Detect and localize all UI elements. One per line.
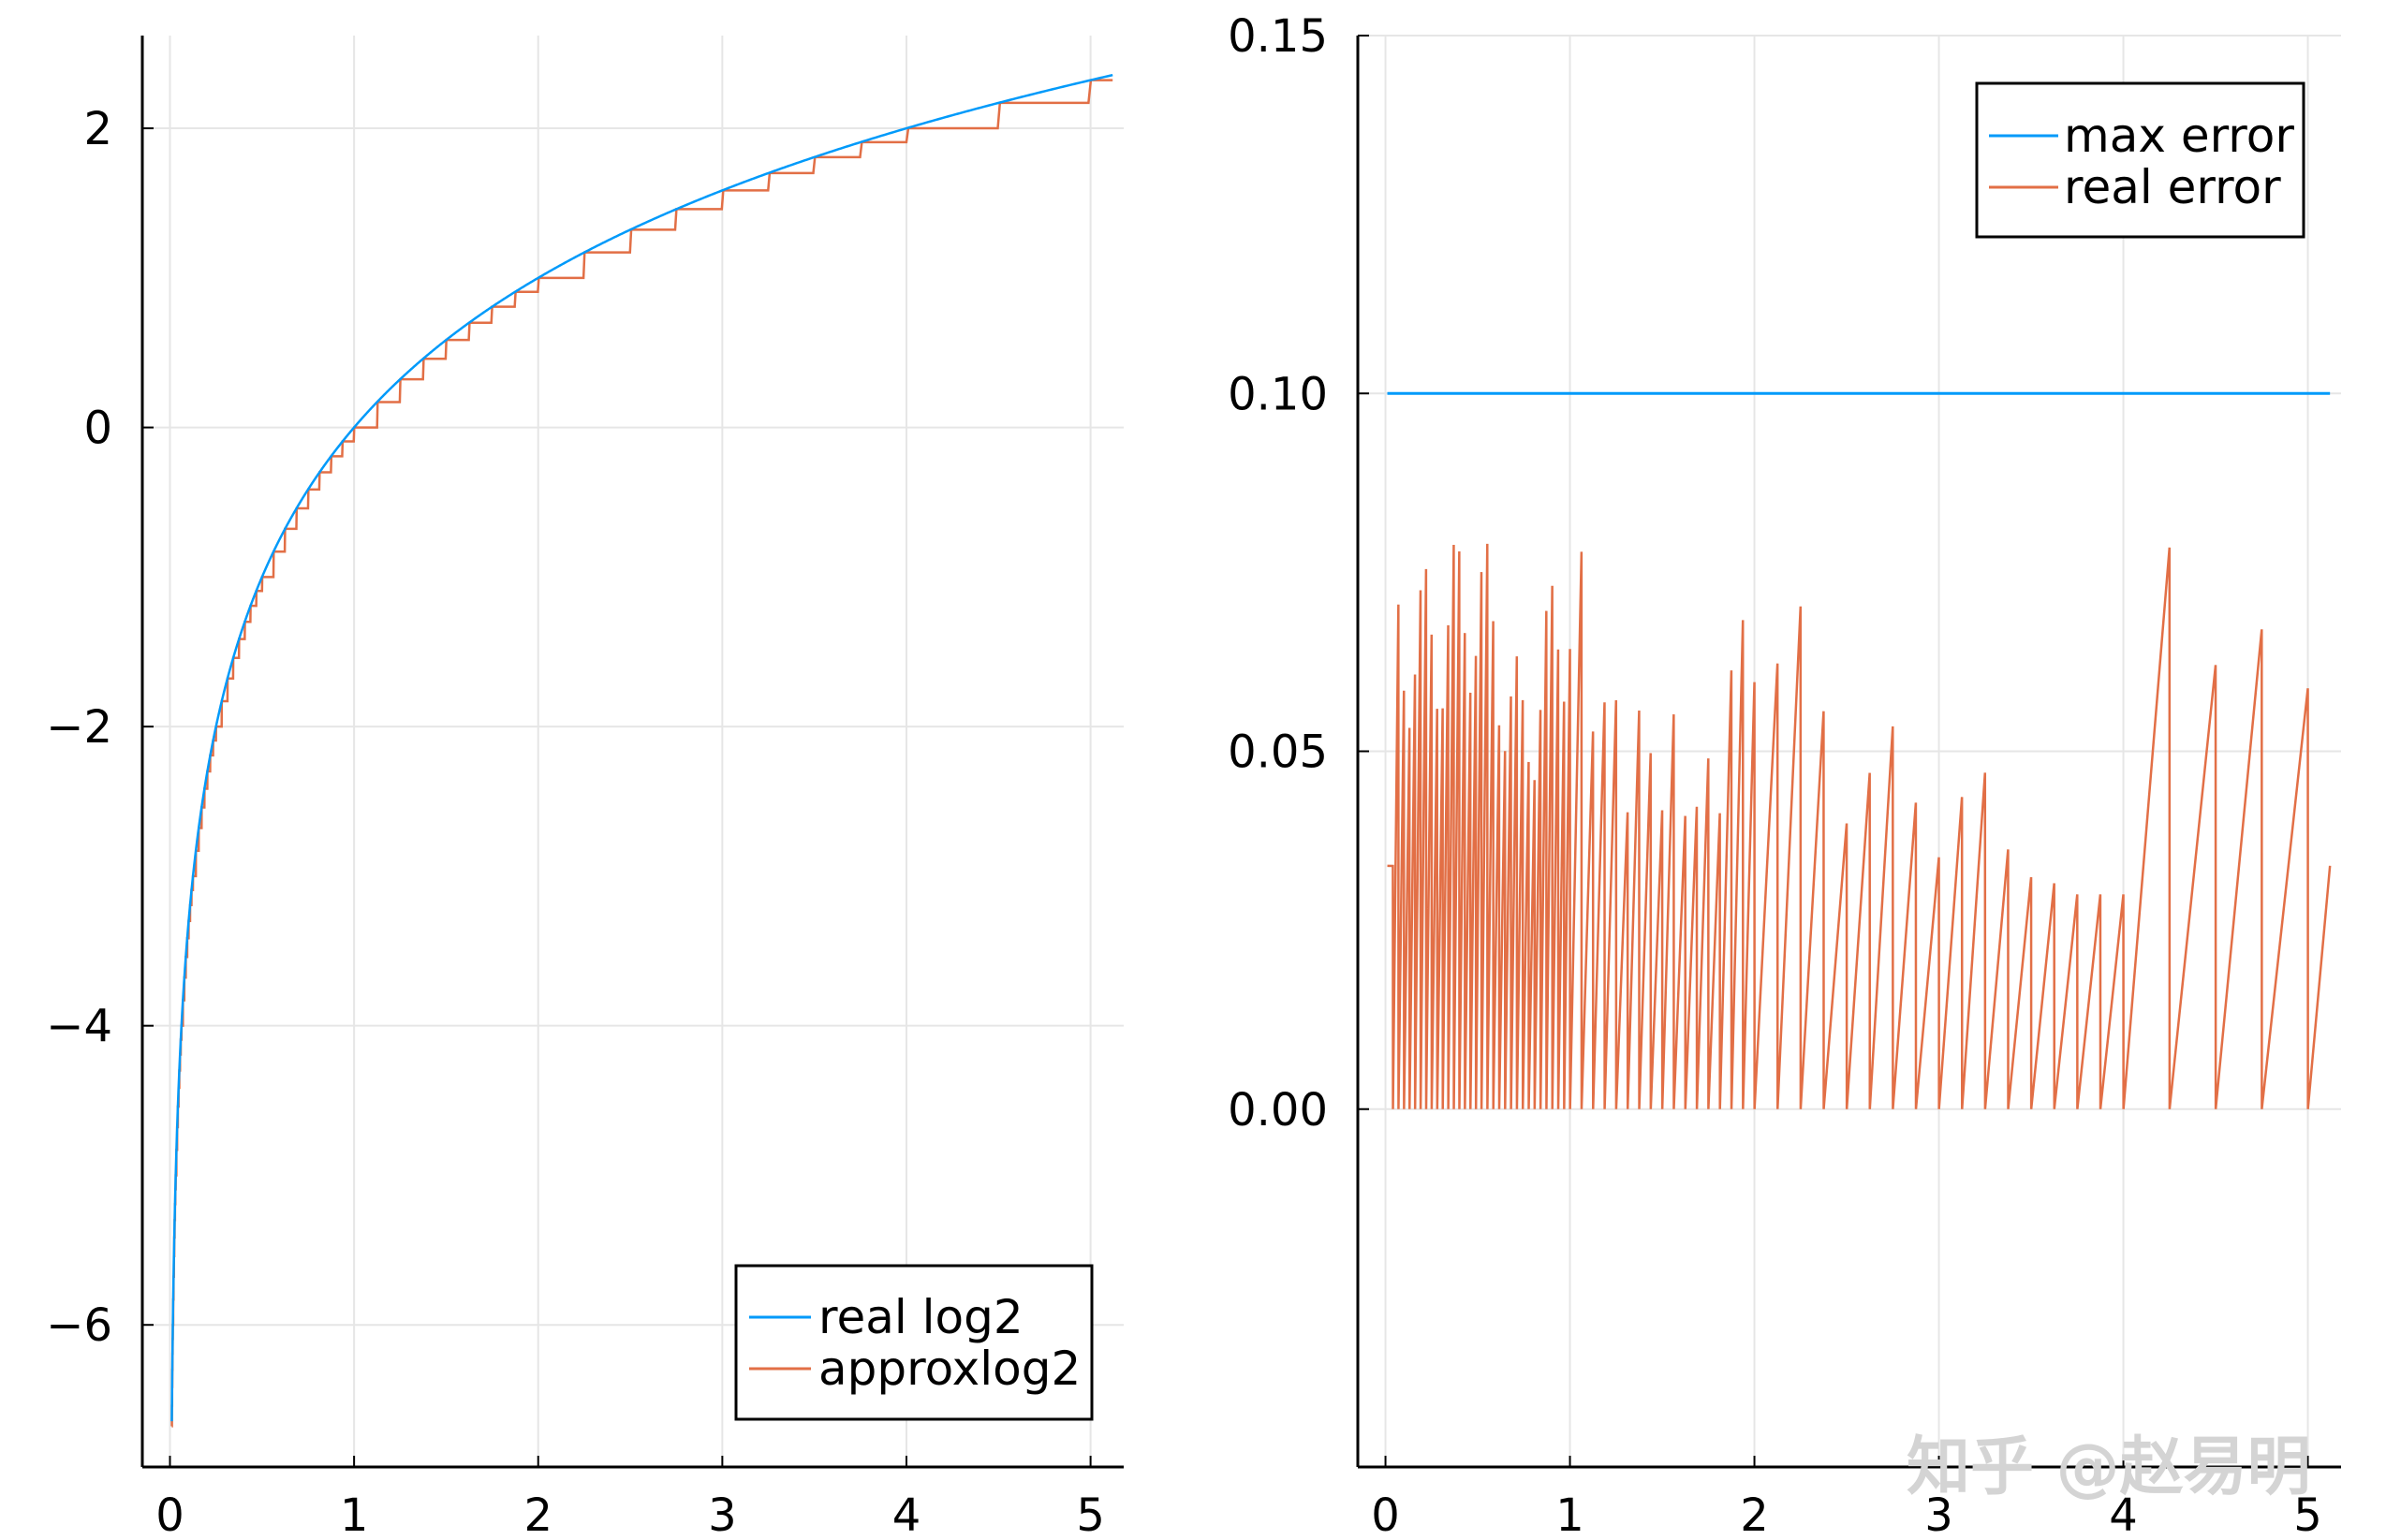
legend-label-approxlog2: approxlog2 (818, 1342, 1081, 1396)
left-xtick-label: 0 (155, 1489, 184, 1540)
left-legend: real log2 approxlog2 (734, 1264, 1094, 1421)
left-axes (140, 36, 1124, 1469)
right-xtick-label: 5 (2293, 1489, 2322, 1540)
right-series (1387, 391, 2332, 1109)
left-xtick-label: 1 (340, 1489, 369, 1540)
right-xtick-label: 0 (1371, 1489, 1400, 1540)
chart-error: 0 1 2 3 4 5 0.00 0.05 0.10 0.15 max error real er… (1228, 10, 2341, 1540)
right-legend-box (1975, 81, 2305, 239)
left-xtick-label: 3 (708, 1489, 737, 1540)
left-ytick-label: −2 (46, 701, 112, 754)
right-xtick-label: 2 (1740, 1489, 1769, 1540)
left-series (170, 73, 1113, 1428)
series-real-log2 (170, 73, 1113, 1422)
right-ytick-label: 0.00 (1228, 1084, 1328, 1137)
series-approxlog2 (170, 79, 1113, 1428)
legend-label-max-error: max error (2064, 109, 2294, 163)
left-legend-box (734, 1264, 1094, 1421)
right-legend: max error real error (1975, 81, 2305, 239)
left-ytick-label: −4 (46, 1001, 112, 1053)
left-grid (142, 36, 1124, 1467)
left-xtick-label: 2 (523, 1489, 552, 1540)
right-xtick-label: 4 (2109, 1489, 2138, 1540)
right-ytick-label: 0.15 (1228, 10, 1328, 63)
left-xtick-label: 4 (892, 1489, 921, 1540)
watermark: 知乎 @赵易明 (1907, 1430, 2311, 1504)
right-ytick-label: 0.10 (1228, 368, 1328, 420)
series-real-error (1387, 543, 2332, 1109)
left-xtick-label: 5 (1076, 1489, 1105, 1540)
right-xtick-label: 3 (1924, 1489, 1953, 1540)
legend-label-real-log2: real log2 (818, 1290, 1024, 1344)
left-ytick-label: 0 (83, 403, 112, 455)
chart-log2: 0 1 2 3 4 5 −6 −4 −2 0 2 real log2 approxlog2 (46, 36, 1124, 1540)
left-ytick-label: −6 (46, 1299, 112, 1352)
left-ytick-label: 2 (83, 103, 112, 155)
right-xtick-label: 1 (1555, 1489, 1584, 1540)
left-ticks: 0 1 2 3 4 5 −6 −4 −2 0 2 (46, 103, 1105, 1540)
right-ytick-label: 0.05 (1228, 726, 1328, 779)
right-ticks: 0 1 2 3 4 5 0.00 0.05 0.10 0.15 (1228, 10, 2322, 1540)
legend-label-real-error: real error (2064, 160, 2281, 214)
